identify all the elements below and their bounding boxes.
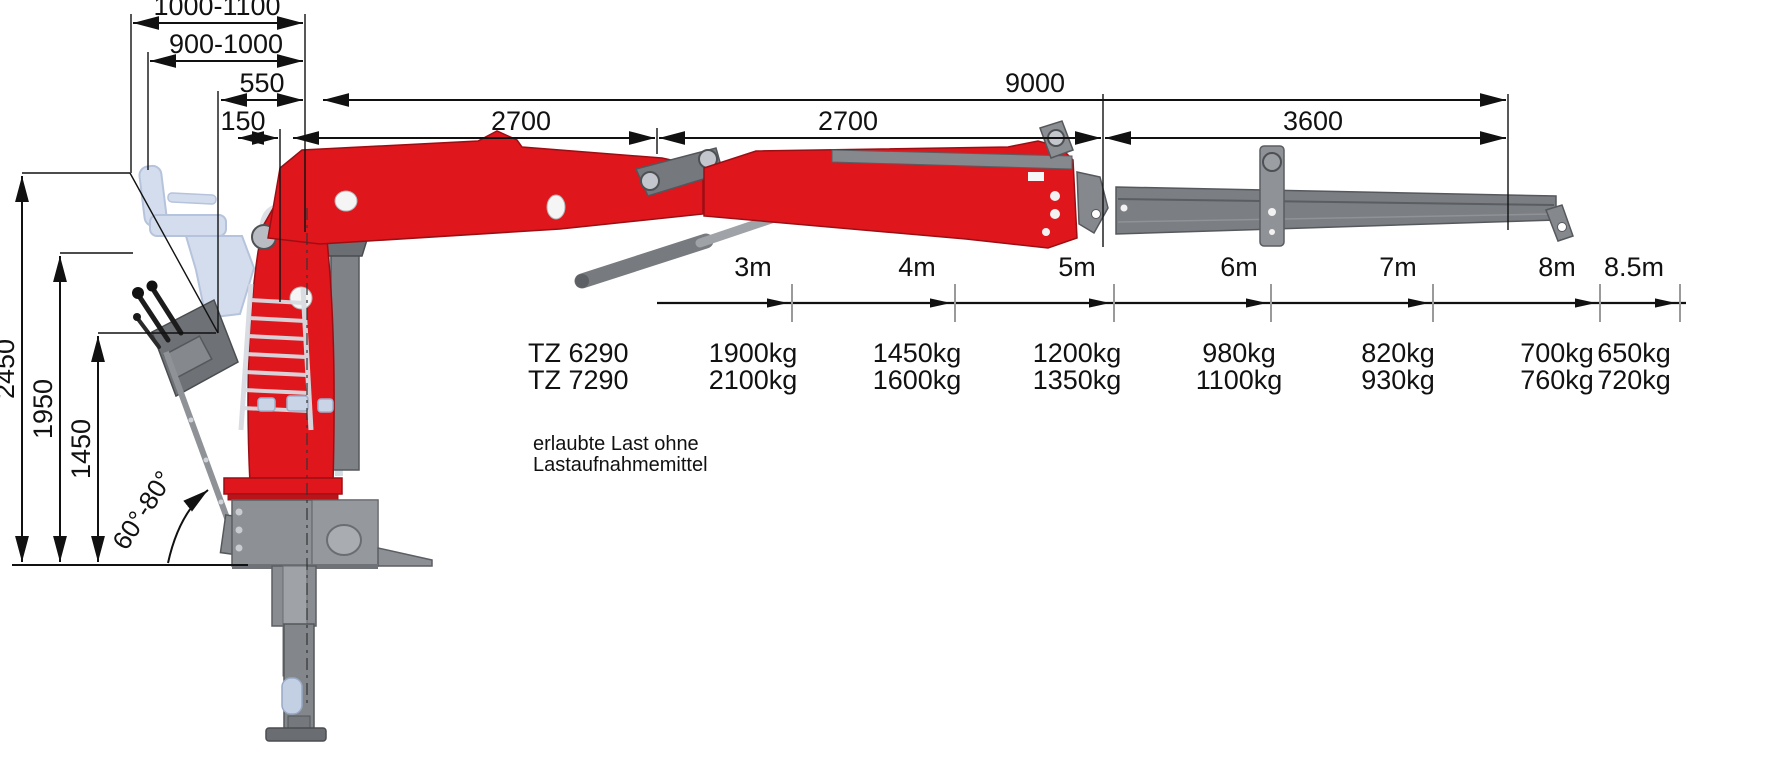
- table-row: TZ 6290 1900kg 1450kg 1200kg 980kg 820kg 700kg…: [528, 338, 1671, 368]
- dim-label: 2450: [0, 339, 20, 399]
- note-line: Lastaufnahmemittel: [533, 454, 708, 476]
- outreach-label: 8m: [1538, 252, 1576, 282]
- dim-2700-second: 2700: [659, 106, 1101, 145]
- dim-label: 1950: [28, 379, 58, 439]
- dim-150: 150: [220, 106, 278, 145]
- load-value: 1600kg: [873, 365, 962, 395]
- scale-arrows: [767, 298, 1676, 308]
- load-value: 1350kg: [1033, 365, 1122, 395]
- dim-1450: 1450: [66, 336, 105, 562]
- load-value: 1900kg: [709, 338, 798, 368]
- scale-ticks: [791, 284, 1681, 322]
- stabilizer-leg: [265, 565, 327, 742]
- table-note: erlaubte Last ohne Lastaufnahmemittel: [533, 433, 708, 476]
- dim-9000: 9000: [323, 68, 1506, 107]
- load-scale: 3m 4m 5m 6m 7m 8m 8.5m: [657, 252, 1686, 322]
- outreach-label: 5m: [1058, 252, 1096, 282]
- dim-label: 1000-1100: [153, 0, 280, 21]
- scale-arrowhead: [1575, 298, 1596, 308]
- outreach-label: 3m: [734, 252, 772, 282]
- scale-arrowhead: [767, 298, 788, 308]
- load-value: 700kg: [1520, 338, 1594, 368]
- dim-label: 3600: [1283, 106, 1343, 136]
- dim-3600: 3600: [1105, 106, 1506, 145]
- dim-2450: 2450: [0, 176, 29, 562]
- dim-1950: 1950: [28, 256, 67, 562]
- dim-1000-1100: 1000-1100: [133, 0, 303, 30]
- load-value: 1200kg: [1033, 338, 1122, 368]
- dim-label: 900-1000: [169, 29, 283, 59]
- scale-arrowhead: [1089, 298, 1110, 308]
- note-line: erlaubte Last ohne: [533, 433, 699, 455]
- dim-550: 550: [221, 68, 303, 107]
- boom-tip-hook: [1076, 171, 1109, 235]
- load-value: 820kg: [1361, 338, 1435, 368]
- scale-arrowhead: [1408, 298, 1429, 308]
- extension-bracket: [1259, 145, 1285, 247]
- load-value: 980kg: [1202, 338, 1276, 368]
- dim-2700-first: 2700: [293, 106, 655, 145]
- dim-label: 2700: [818, 106, 878, 136]
- ladder: [238, 283, 314, 431]
- load-value: 930kg: [1361, 365, 1435, 395]
- dim-label: 550: [239, 68, 284, 98]
- dim-900-1000: 900-1000: [150, 29, 303, 68]
- dim-label: 2700: [491, 106, 551, 136]
- load-capacity-table: TZ 6290 1900kg 1450kg 1200kg 980kg 820kg 700kg…: [528, 338, 1671, 395]
- outreach-label: 8.5m: [1604, 252, 1664, 282]
- model-label: TZ 7290: [528, 365, 629, 395]
- dim-angle: 60°-80°: [106, 465, 209, 564]
- extension-boom: [1115, 145, 1574, 247]
- table-row: TZ 7290 2100kg 1600kg 1350kg 1100kg 930kg 760k…: [528, 365, 1671, 395]
- scale-labels: 3m 4m 5m 6m 7m 8m 8.5m: [734, 252, 1664, 282]
- model-label: TZ 6290: [528, 338, 629, 368]
- dim-label: 9000: [1005, 68, 1065, 98]
- dim-label: 150: [220, 106, 265, 136]
- joystick-lever: [150, 286, 184, 336]
- outreach-label: 7m: [1379, 252, 1417, 282]
- stabilizer-foot: [265, 727, 327, 742]
- control-valves: [132, 280, 245, 556]
- load-value: 760kg: [1520, 365, 1594, 395]
- load-value: 2100kg: [709, 365, 798, 395]
- angle-label: 60°-80°: [106, 465, 179, 555]
- load-value: 1450kg: [873, 338, 962, 368]
- dim-label: 1450: [66, 419, 96, 479]
- second-boom: [703, 120, 1109, 249]
- main-boom: [267, 130, 704, 245]
- crane-illustration: [132, 120, 1574, 742]
- load-value: 1100kg: [1196, 365, 1283, 395]
- load-value: 720kg: [1597, 365, 1671, 395]
- crane-base: [231, 499, 433, 569]
- outreach-label: 6m: [1220, 252, 1258, 282]
- scale-arrowhead: [1655, 298, 1676, 308]
- scale-arrowhead: [930, 298, 951, 308]
- load-value: 650kg: [1597, 338, 1671, 368]
- outreach-label: 4m: [898, 252, 936, 282]
- scale-arrowhead: [1246, 298, 1267, 308]
